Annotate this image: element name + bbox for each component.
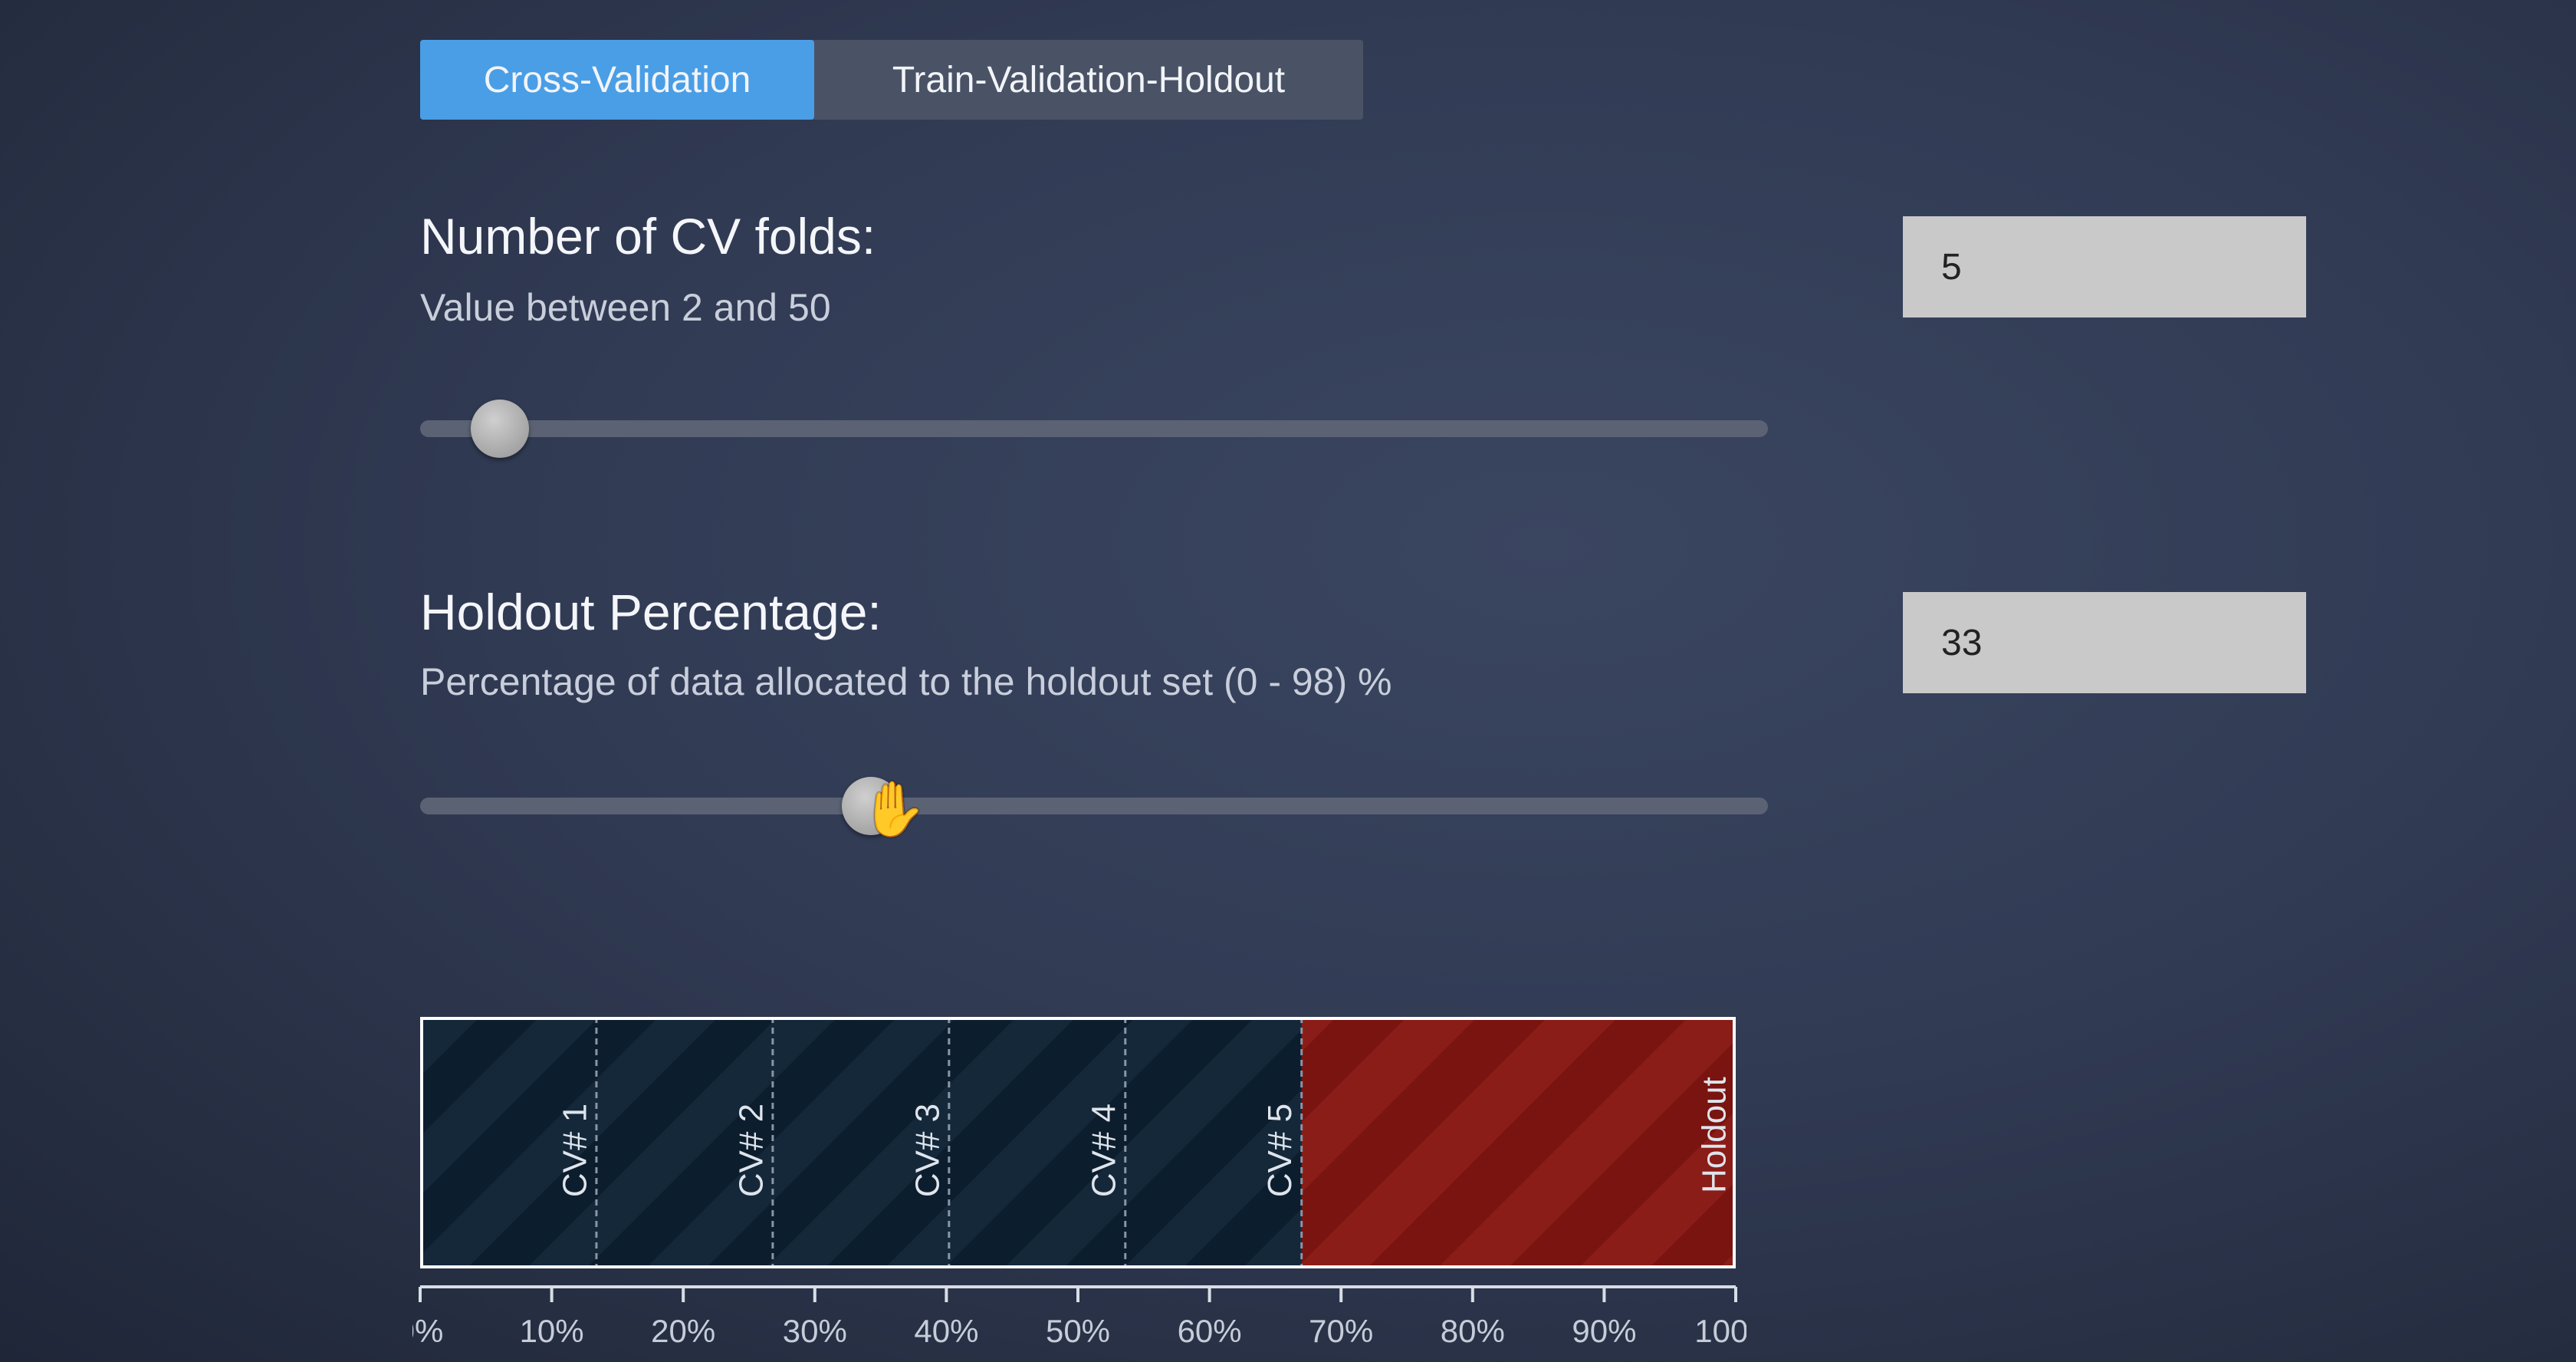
axis-tick-label: 70% [1309, 1313, 1373, 1349]
cv-folds-slider-thumb[interactable] [471, 400, 529, 458]
split-frame [420, 1017, 1736, 1268]
holdout-subtitle: Percentage of data allocated to the hold… [420, 660, 1392, 703]
cv-fold-label: CV# 1 [556, 1104, 593, 1197]
cv-fold-label: CV# 3 [909, 1104, 946, 1197]
cv-fold-segment [1125, 1017, 1302, 1268]
holdout-segment [1301, 1017, 1736, 1268]
axis-tick-label: 60% [1178, 1313, 1242, 1349]
holdout-input[interactable]: 33 [1903, 592, 2306, 693]
split-visualization: CV# 1 CV# 2 CV# 3 CV# 4 CV# 5 Holdout [420, 1017, 1736, 1268]
axis-tick-label: 40% [914, 1313, 978, 1349]
holdout-slider[interactable] [420, 798, 1768, 814]
cv-folds-slider[interactable] [420, 420, 1768, 437]
cv-fold-segment [948, 1017, 1125, 1268]
tab-train-validation-holdout[interactable]: Train-Validation-Holdout [892, 59, 1286, 100]
axis-tick-label: 80% [1441, 1313, 1505, 1349]
holdout-slider-thumb[interactable] [842, 777, 900, 835]
cv-fold-label: CV# 5 [1261, 1104, 1299, 1197]
axis-tick-label: 10% [520, 1313, 584, 1349]
cv-fold-label: CV# 2 [732, 1104, 770, 1197]
tab-cross-validation[interactable]: Cross-Validation [420, 40, 814, 120]
cv-folds-subtitle: Value between 2 and 50 [420, 286, 831, 329]
cv-folds-input[interactable]: 5 [1903, 216, 2306, 317]
axis-tick-label: 100% [1694, 1313, 1746, 1349]
holdout-label: Holdout [1696, 1077, 1733, 1193]
axis-tick-label: 20% [651, 1313, 715, 1349]
cv-folds-title: Number of CV folds: [420, 208, 876, 265]
cv-fold-segment [596, 1017, 773, 1268]
cv-fold-label: CV# 4 [1085, 1104, 1122, 1197]
cv-fold-segment [772, 1017, 949, 1268]
percentage-axis: 0% 10% 20% 30% 40% 50% 60% 70% 80% 90% 100% [412, 1285, 1746, 1349]
mode-tabs: Cross-Validation Train-Validation-Holdou… [420, 40, 1363, 120]
holdout-title: Holdout Percentage: [420, 584, 882, 640]
axis-tick-label: 50% [1046, 1313, 1110, 1349]
hand-cursor-icon: ✋ [860, 779, 928, 839]
axis-tick-label: 90% [1572, 1313, 1636, 1349]
cv-fold-segment [420, 1017, 596, 1268]
axis-tick-label: 30% [783, 1313, 847, 1349]
axis-tick-label: 0% [412, 1313, 443, 1349]
